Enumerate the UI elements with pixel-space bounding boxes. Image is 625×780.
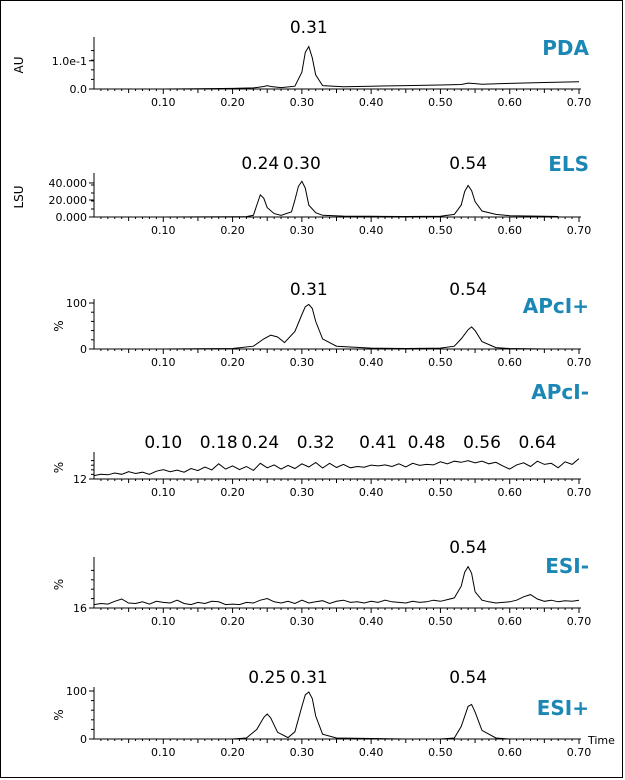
panel-1-x-tick-label: 0.40 [359,96,384,109]
panel-4-peak-label: 0.18 [200,433,238,453]
panel-5-y-label: % [52,579,66,590]
panel-4-x-tick-label: 0.60 [497,486,522,499]
panel-5-y-tick-label: 16 [73,602,87,615]
panel-3-detector-label: APcI+ [523,294,589,318]
panel-4-x-tick-label: 0.40 [359,486,384,499]
time-axis-label: Time [587,734,615,747]
panel-6-peak-label: 0.31 [290,668,328,688]
panel-2-x-tick-label: 0.60 [497,224,522,237]
panel-5-x-tick-label: 0.60 [497,615,522,628]
panel-3-x-tick-label: 0.10 [151,356,176,369]
panel-2-x-tick-label: 0.50 [428,224,453,237]
panel-6-x-tick-label: 0.30 [290,746,315,759]
panel-6-y-tick-label: 100 [66,685,87,698]
panel-1-x-tick-label: 0.60 [497,96,522,109]
panel-3-x-tick-label: 0.50 [428,356,453,369]
panel-4-y-label: % [52,462,66,473]
panel-1-peak-label: 0.31 [290,18,328,38]
panel-4-x-tick-label: 0.10 [151,486,176,499]
panel-5-x-tick-label: 0.30 [290,615,315,628]
panel-2-trace [94,180,559,218]
panel-6-peak-label: 0.25 [248,668,286,688]
panel-1-x-tick-label: 0.30 [290,96,315,109]
panel-6-y-label: % [52,709,66,720]
panel-6-x-tick-label: 0.70 [567,746,592,759]
panel-5-x-tick-label: 0.20 [220,615,245,628]
panel-3-y-label: % [52,320,66,331]
panel-4-peak-label: 0.48 [408,433,446,453]
panel-5-x-tick-label: 0.50 [428,615,453,628]
panel-4-x-tick-label: 0.70 [567,486,592,499]
panel-3-x-tick-label: 0.70 [567,356,592,369]
panel-5-x-tick-label: 0.40 [359,615,384,628]
panel-2-detector-label: ELS [548,152,589,176]
panel-3-x-tick-label: 0.30 [290,356,315,369]
panel-3-peak-label: 0.54 [449,280,487,300]
panel-1-x-tick-label: 0.10 [151,96,176,109]
panel-2-x-tick-label: 0.10 [151,224,176,237]
panel-6-detector-label: ESI+ [537,696,589,720]
panel-4-peak-label: 0.24 [241,433,279,453]
panel-6-y-tick-label: 0 [80,733,87,746]
panel-5-x-tick-label: 0.70 [567,615,592,628]
panel-1-x-tick-label: 0.70 [567,96,592,109]
panel-4-y-tick-label: 12 [73,473,87,486]
panel-4-peak-label: 0.32 [297,433,335,453]
panel-5-detector-label: ESI- [545,554,589,578]
panel-6-x-tick-label: 0.50 [428,746,453,759]
panel-6-x-tick-label: 0.20 [220,746,245,759]
panel-2-peak-label: 0.54 [449,154,487,174]
panel-5-peak-label: 0.54 [449,538,487,558]
panel-4-peak-label: 0.56 [463,433,501,453]
panel-2-x-tick-label: 0.70 [567,224,592,237]
panel-1-y-tick-label: 1.0e-1 [52,55,87,68]
panel-4-peak-label: 0.10 [144,433,182,453]
panel-4-x-tick-label: 0.20 [220,486,245,499]
panel-1-trace [94,45,580,90]
panel-6-peak-label: 0.54 [449,668,487,688]
panel-5-trace [93,565,580,606]
panel-4-peak-label: 0.64 [518,433,556,453]
panel-1-y-label: AU [12,57,26,74]
panel-3-x-tick-label: 0.20 [220,356,245,369]
panel-6-x-tick-label: 0.60 [497,746,522,759]
panel-2-y-tick-label: 20.000 [49,194,88,207]
panel-6-x-tick-label: 0.10 [151,746,176,759]
panel-5-x-tick-label: 0.10 [151,615,176,628]
panel-3-y-tick-label: 100 [66,297,87,310]
panel-6-x-tick-label: 0.40 [359,746,384,759]
panel-2-x-tick-label: 0.40 [359,224,384,237]
panel-4-detector-label: APcI- [531,380,589,404]
panel-1-detector-label: PDA [542,36,589,60]
panel-3-x-tick-label: 0.60 [497,356,522,369]
panel-3-y-tick-label: 0 [80,343,87,356]
panel-1-y-tick-label: 0.0 [70,83,88,96]
panel-2-peak-label: 0.24 [241,154,279,174]
panel-3-trace [94,303,579,350]
panel-4-x-tick-label: 0.30 [290,486,315,499]
panel-3-peak-label: 0.31 [290,280,328,300]
panel-2-x-tick-label: 0.30 [290,224,315,237]
panel-2-y-tick-label: 40.000 [49,177,88,190]
panel-4-x-tick-label: 0.50 [428,486,453,499]
panel-2-y-tick-label: 0.000 [56,211,88,224]
panel-1-x-tick-label: 0.20 [220,96,245,109]
panel-6-trace [94,691,579,740]
panel-2-y-label: LSU [12,185,26,208]
panel-2-peak-label: 0.30 [283,154,321,174]
panel-1-x-tick-label: 0.50 [428,96,453,109]
panel-3-x-tick-label: 0.40 [359,356,384,369]
panel-4-trace [93,458,580,477]
panel-4-peak-label: 0.41 [359,433,397,453]
panel-2-x-tick-label: 0.20 [220,224,245,237]
